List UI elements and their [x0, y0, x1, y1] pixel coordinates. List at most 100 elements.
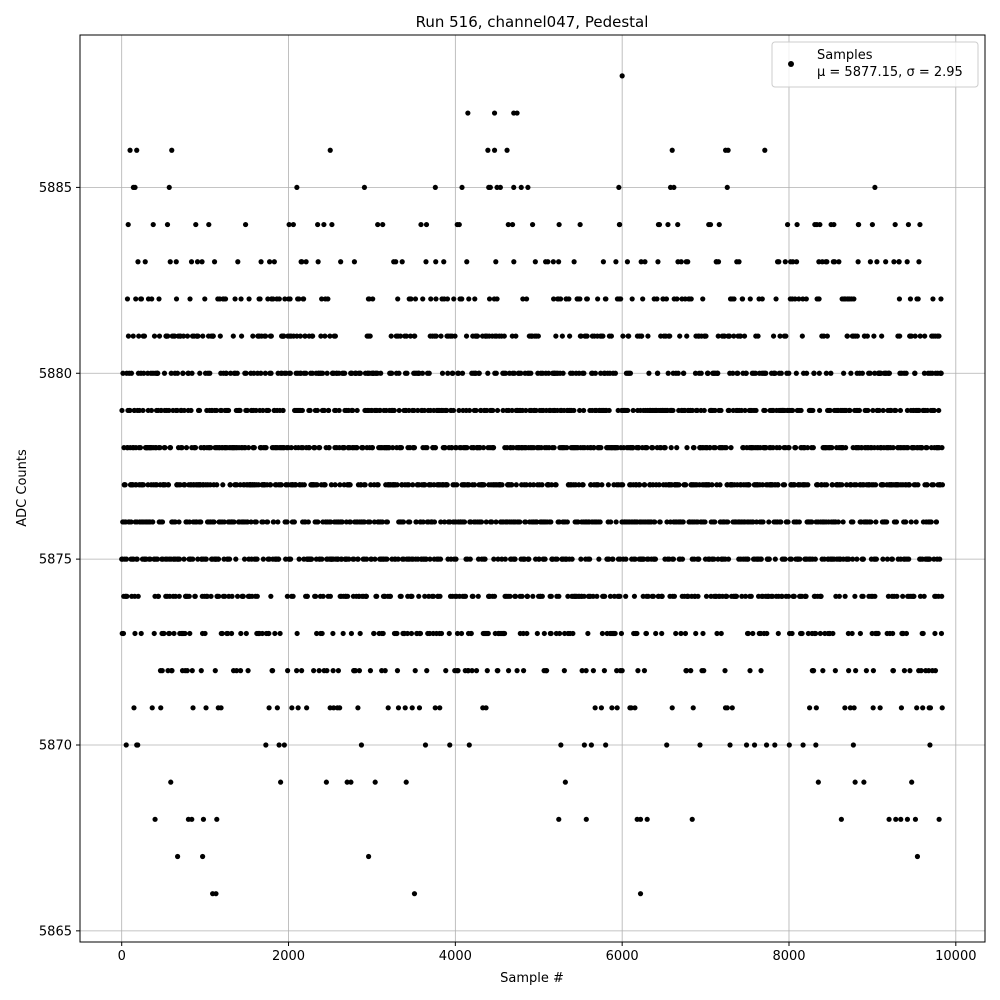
data-point: [165, 482, 172, 488]
data-point: [707, 221, 714, 228]
data-point: [485, 370, 491, 376]
data-point: [229, 593, 235, 599]
data-point: [712, 445, 718, 451]
data-point: [900, 593, 906, 599]
data-point: [913, 519, 919, 525]
data-point: [164, 221, 171, 228]
data-point: [792, 296, 798, 302]
data-point: [127, 147, 133, 153]
data-point: [595, 296, 601, 302]
data-point: [471, 482, 478, 488]
data-point: [876, 407, 882, 414]
data-point: [338, 259, 344, 265]
data-point: [456, 407, 462, 414]
data-point: [860, 593, 866, 599]
data-point: [241, 556, 248, 562]
data-point: [327, 593, 333, 599]
data-point: [288, 445, 294, 451]
chart-title: Run 516, channel047, Pedestal: [416, 13, 649, 31]
data-point: [422, 593, 428, 599]
data-point: [536, 556, 542, 562]
data-point: [640, 296, 646, 302]
data-point: [670, 407, 676, 414]
data-point: [868, 519, 874, 525]
data-point: [642, 482, 648, 488]
data-point: [326, 445, 332, 451]
data-point: [403, 333, 410, 339]
data-point: [565, 593, 571, 599]
data-point: [619, 668, 625, 674]
data-point: [138, 296, 145, 302]
data-point: [165, 333, 171, 339]
data-point: [306, 445, 312, 451]
data-point: [600, 259, 607, 265]
data-point: [483, 705, 489, 711]
data-point: [398, 445, 405, 451]
data-point: [875, 630, 881, 637]
data-point: [245, 445, 252, 451]
data-point: [581, 370, 587, 376]
data-point: [701, 407, 707, 414]
data-point: [908, 333, 915, 339]
data-point: [779, 593, 785, 599]
data-point: [287, 296, 293, 302]
data-point: [811, 370, 817, 376]
data-point: [546, 370, 552, 376]
data-point: [176, 519, 182, 525]
data-point: [270, 296, 276, 302]
data-point: [635, 668, 641, 674]
data-point: [741, 333, 748, 339]
data-point: [915, 482, 921, 488]
data-point: [727, 742, 733, 748]
data-point: [623, 593, 629, 599]
data-point: [466, 407, 473, 414]
data-point: [816, 370, 822, 376]
data-point: [213, 407, 220, 414]
data-point: [891, 259, 897, 265]
data-point: [520, 296, 526, 302]
data-point: [509, 482, 515, 488]
data-point: [625, 407, 631, 414]
data-point: [842, 705, 848, 711]
data-point: [411, 407, 417, 414]
data-point: [431, 519, 438, 525]
data-point: [348, 779, 354, 785]
data-point: [138, 630, 144, 637]
data-point: [167, 259, 173, 265]
data-point: [356, 668, 363, 674]
data-point: [363, 593, 370, 599]
data-point: [592, 705, 598, 711]
data-point: [299, 259, 305, 265]
data-point: [299, 407, 305, 414]
data-point: [747, 668, 753, 674]
data-point: [873, 556, 880, 562]
data-point: [512, 593, 519, 599]
data-point: [505, 221, 511, 228]
data-point: [168, 779, 174, 785]
data-point: [534, 630, 540, 637]
data-point: [433, 259, 439, 265]
data-point: [418, 221, 424, 228]
data-point: [560, 370, 566, 376]
data-point: [548, 630, 554, 637]
data-point: [128, 519, 134, 525]
data-point: [645, 593, 651, 599]
data-point: [764, 630, 770, 637]
data-point: [931, 407, 937, 414]
data-point: [375, 482, 381, 488]
data-point: [511, 370, 517, 376]
data-point: [387, 593, 394, 599]
data-point: [394, 630, 400, 637]
data-point: [195, 333, 201, 339]
data-point: [219, 630, 225, 637]
data-point: [871, 333, 877, 339]
data-point: [437, 556, 444, 562]
data-point: [269, 668, 276, 674]
data-point: [591, 445, 597, 451]
data-point: [133, 296, 139, 302]
data-point: [583, 816, 589, 822]
data-point: [824, 333, 830, 339]
data-point: [318, 333, 324, 339]
data-point: [428, 296, 434, 302]
data-point: [199, 259, 205, 265]
